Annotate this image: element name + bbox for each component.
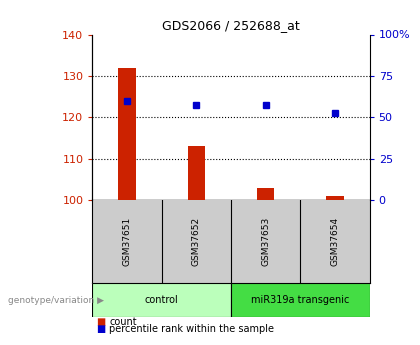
Text: ■: ■: [97, 317, 106, 327]
Text: GSM37651: GSM37651: [123, 217, 131, 266]
Text: percentile rank within the sample: percentile rank within the sample: [109, 325, 274, 334]
Text: genotype/variation ▶: genotype/variation ▶: [8, 296, 105, 305]
Bar: [231, 283, 370, 317]
Text: miR319a transgenic: miR319a transgenic: [251, 295, 349, 305]
Text: count: count: [109, 317, 137, 327]
Text: GSM37653: GSM37653: [261, 217, 270, 266]
Bar: [326, 196, 344, 200]
Bar: [118, 68, 136, 200]
Text: ■: ■: [97, 325, 106, 334]
Title: GDS2066 / 252688_at: GDS2066 / 252688_at: [162, 19, 300, 32]
Bar: [257, 188, 274, 200]
Bar: [188, 146, 205, 200]
Bar: [92, 283, 231, 317]
Text: GSM37652: GSM37652: [192, 217, 201, 266]
Text: control: control: [145, 295, 178, 305]
Text: GSM37654: GSM37654: [331, 217, 339, 266]
